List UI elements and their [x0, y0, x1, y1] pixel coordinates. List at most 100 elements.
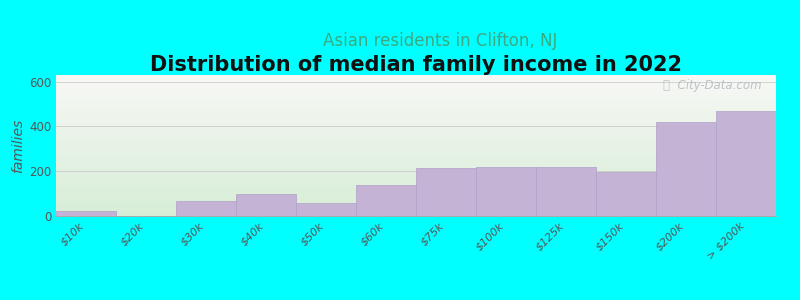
Bar [56, 86, 776, 87]
Bar [56, 179, 776, 180]
Bar [56, 137, 776, 138]
Bar [56, 163, 776, 164]
Bar [56, 197, 776, 198]
Bar [56, 93, 776, 94]
Bar [56, 105, 776, 106]
Bar [56, 211, 776, 212]
Bar [56, 89, 776, 90]
Bar [56, 130, 776, 131]
Text: Asian residents in Clifton, NJ: Asian residents in Clifton, NJ [323, 32, 557, 50]
Bar [656, 122, 716, 216]
Bar [56, 76, 776, 77]
Bar [56, 200, 776, 201]
Bar [56, 153, 776, 154]
Bar [56, 186, 776, 187]
Bar [56, 145, 776, 146]
Bar [56, 119, 776, 120]
Bar [56, 175, 776, 176]
Bar [56, 133, 776, 134]
Bar [236, 194, 296, 216]
Bar [56, 165, 776, 166]
Bar [56, 135, 776, 136]
Text: ⓘ  City-Data.com: ⓘ City-Data.com [663, 79, 762, 92]
Bar [56, 178, 776, 179]
Bar [56, 111, 776, 112]
Bar [56, 80, 776, 81]
Bar [56, 161, 776, 162]
Bar [296, 202, 356, 216]
Bar [56, 151, 776, 152]
Bar [56, 113, 776, 114]
Bar [56, 118, 776, 119]
Bar [56, 84, 776, 85]
Bar [56, 206, 776, 207]
Bar [56, 167, 776, 168]
Bar [56, 173, 776, 174]
Bar [56, 203, 776, 204]
Bar [56, 142, 776, 143]
Bar [56, 174, 776, 175]
Bar [56, 204, 776, 205]
Bar [56, 191, 776, 192]
Bar [56, 213, 776, 214]
Bar [56, 177, 776, 178]
Bar [56, 120, 776, 121]
Bar [56, 143, 776, 144]
Bar [416, 168, 476, 216]
Bar [56, 190, 776, 191]
Bar [56, 129, 776, 130]
Bar [56, 162, 776, 163]
Bar [56, 126, 776, 127]
Bar [56, 199, 776, 200]
Bar [56, 92, 776, 93]
Bar [56, 122, 776, 123]
Bar [56, 159, 776, 160]
Bar [56, 128, 776, 129]
Bar [56, 154, 776, 155]
Bar [56, 110, 776, 111]
Bar [56, 205, 776, 206]
Bar [56, 169, 776, 170]
Bar [56, 87, 776, 88]
Bar [56, 144, 776, 145]
Bar [56, 94, 776, 95]
Bar [56, 160, 776, 161]
Bar [56, 100, 776, 101]
Bar [56, 100, 776, 101]
Bar [56, 150, 776, 151]
Bar [56, 83, 776, 84]
Bar [176, 202, 236, 216]
Bar [56, 192, 776, 193]
Bar [56, 176, 776, 177]
Bar [56, 75, 776, 76]
Bar [356, 185, 416, 216]
Bar [56, 121, 776, 122]
Bar [56, 207, 776, 208]
Bar [56, 215, 776, 216]
Bar [56, 99, 776, 100]
Bar [56, 117, 776, 118]
Bar [56, 141, 776, 142]
Bar [56, 189, 776, 190]
Bar [56, 183, 776, 184]
Bar [56, 181, 776, 182]
Bar [56, 95, 776, 96]
Bar [56, 97, 776, 98]
Bar [56, 106, 776, 107]
Bar [56, 115, 776, 116]
Bar [56, 182, 776, 183]
Bar [56, 103, 776, 104]
Bar [56, 202, 776, 203]
Bar [56, 88, 776, 89]
Bar [56, 193, 776, 194]
Bar [56, 139, 776, 140]
Bar [56, 82, 776, 83]
Bar [56, 116, 776, 117]
Bar [56, 96, 776, 97]
Bar [56, 138, 776, 139]
Bar [56, 127, 776, 128]
Y-axis label: families: families [10, 118, 25, 172]
Bar [56, 146, 776, 147]
Bar [56, 108, 776, 109]
Bar [56, 79, 776, 80]
